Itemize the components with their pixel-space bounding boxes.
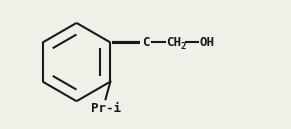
- Text: C: C: [142, 36, 149, 49]
- Text: CH: CH: [166, 36, 181, 49]
- Text: 2: 2: [181, 42, 186, 51]
- Text: OH: OH: [199, 36, 214, 49]
- Text: Pr-i: Pr-i: [91, 102, 120, 115]
